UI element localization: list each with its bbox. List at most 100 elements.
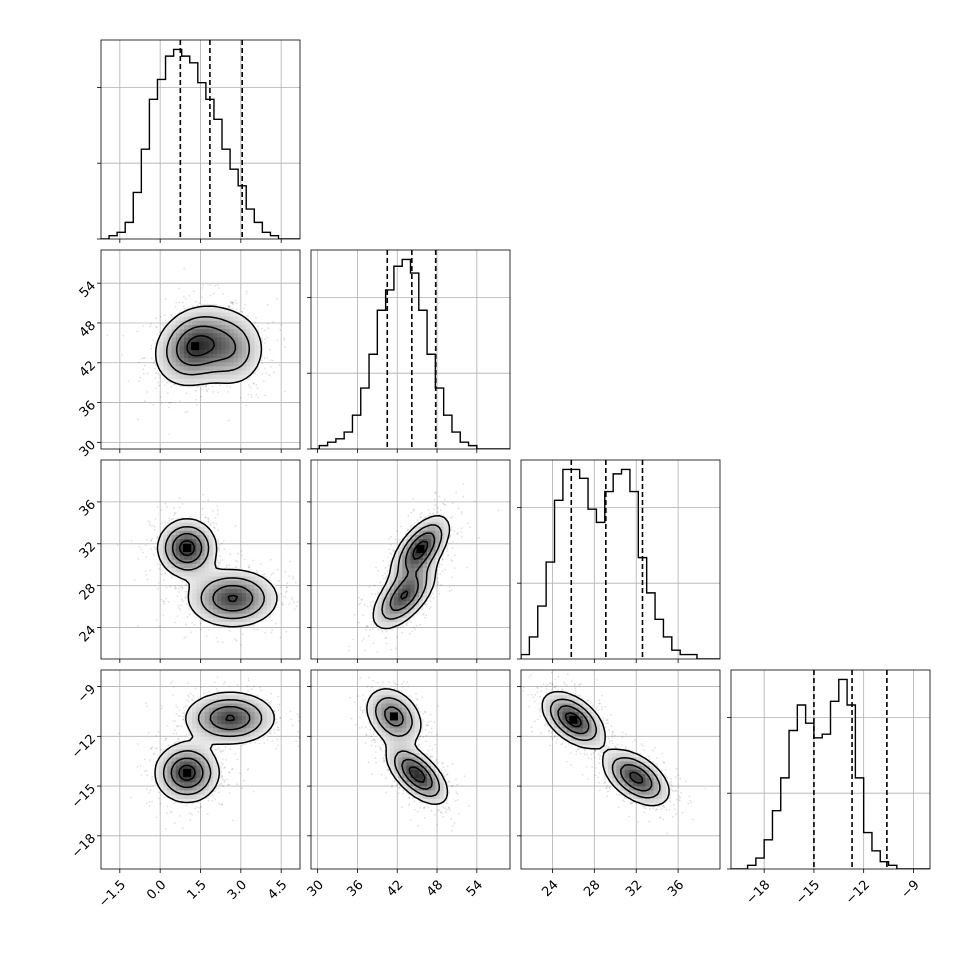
sample-point	[348, 645, 350, 648]
sample-point	[191, 813, 193, 816]
density-cell	[258, 723, 263, 729]
density-cell	[217, 361, 222, 367]
sample-point	[228, 783, 230, 786]
density-cell	[179, 349, 185, 354]
sample-point	[154, 372, 157, 374]
density-cell	[167, 332, 172, 338]
density-cell	[212, 777, 218, 783]
sample-point	[277, 726, 280, 729]
sample-point	[362, 637, 365, 640]
density-cell	[196, 332, 201, 338]
sample-point	[255, 393, 258, 396]
sample-point	[288, 603, 290, 605]
sample-point	[155, 317, 158, 320]
density-cell	[167, 526, 172, 531]
sample-point	[263, 699, 266, 702]
density-cell	[217, 732, 222, 737]
sample-point	[155, 326, 158, 329]
sample-point	[216, 748, 219, 751]
sample-point	[211, 385, 214, 388]
sample-point	[370, 623, 373, 626]
density-cell	[225, 312, 230, 317]
sample-point	[218, 546, 221, 549]
sample-point	[174, 305, 177, 308]
density-cell	[250, 609, 255, 614]
sample-point	[183, 295, 185, 298]
density-cell	[246, 723, 251, 729]
density-cell	[241, 592, 247, 598]
scatter-panel-1-0	[101, 250, 300, 449]
density-cell	[200, 703, 205, 708]
density-cell	[241, 571, 247, 577]
sample-point	[249, 742, 252, 745]
density-cell	[192, 370, 197, 375]
sample-point	[202, 692, 205, 695]
density-cell	[188, 563, 193, 569]
density-cell	[246, 320, 251, 325]
sample-point	[396, 636, 398, 638]
sample-point	[121, 353, 123, 356]
density-cell	[262, 719, 268, 725]
sample-point	[363, 603, 366, 606]
density-cell	[196, 370, 201, 375]
sample-point	[207, 518, 210, 521]
sample-point	[293, 608, 296, 610]
density-cell	[196, 366, 201, 371]
sample-point	[249, 386, 252, 389]
sample-point	[150, 347, 153, 350]
density-cell	[175, 765, 181, 770]
sample-point	[289, 710, 292, 713]
density-cell	[167, 563, 172, 569]
density-cell	[258, 580, 263, 585]
density-cell	[233, 349, 239, 354]
density-cell	[221, 740, 226, 745]
sample-point	[261, 362, 264, 365]
sample-point	[429, 600, 432, 603]
sample-point	[183, 637, 186, 640]
sample-point	[217, 640, 220, 643]
density-cell	[229, 378, 234, 383]
density-cell	[221, 341, 226, 346]
density-cell	[217, 736, 222, 741]
density-cell	[262, 580, 268, 585]
density-cell	[212, 769, 218, 774]
density-cell	[167, 567, 172, 573]
sample-point	[436, 569, 439, 572]
density-cell	[183, 366, 189, 371]
sample-point	[189, 812, 192, 815]
sample-point	[137, 743, 140, 745]
density-cell	[229, 341, 234, 346]
density-cell	[233, 374, 239, 379]
density-cell	[192, 542, 197, 548]
density-cell	[192, 592, 197, 598]
density-cell	[200, 719, 205, 725]
sample-point	[371, 608, 374, 611]
sample-point	[276, 721, 278, 724]
sample-point	[473, 500, 476, 503]
sample-point	[240, 644, 243, 646]
sample-point	[229, 748, 232, 751]
sample-point	[392, 549, 394, 552]
density-cell	[192, 732, 197, 737]
density-cell	[233, 613, 239, 618]
density-cell	[208, 555, 214, 560]
density-cell	[217, 711, 222, 716]
sample-point	[260, 327, 263, 330]
density-cell	[241, 728, 247, 733]
density-cell	[196, 600, 201, 606]
sample-point	[258, 742, 261, 745]
sample-point	[434, 504, 436, 507]
sample-point	[159, 625, 161, 628]
density-cell	[225, 703, 230, 708]
density-cell	[204, 332, 210, 338]
density-cell	[183, 752, 189, 758]
density-cell	[217, 609, 222, 614]
scatter-panel-2-0	[101, 460, 300, 659]
sample-point	[294, 581, 297, 584]
density-cell	[233, 736, 239, 741]
sample-point	[193, 623, 196, 626]
sample-point	[263, 742, 266, 744]
density-cell	[246, 715, 251, 721]
density-cell	[171, 563, 176, 569]
